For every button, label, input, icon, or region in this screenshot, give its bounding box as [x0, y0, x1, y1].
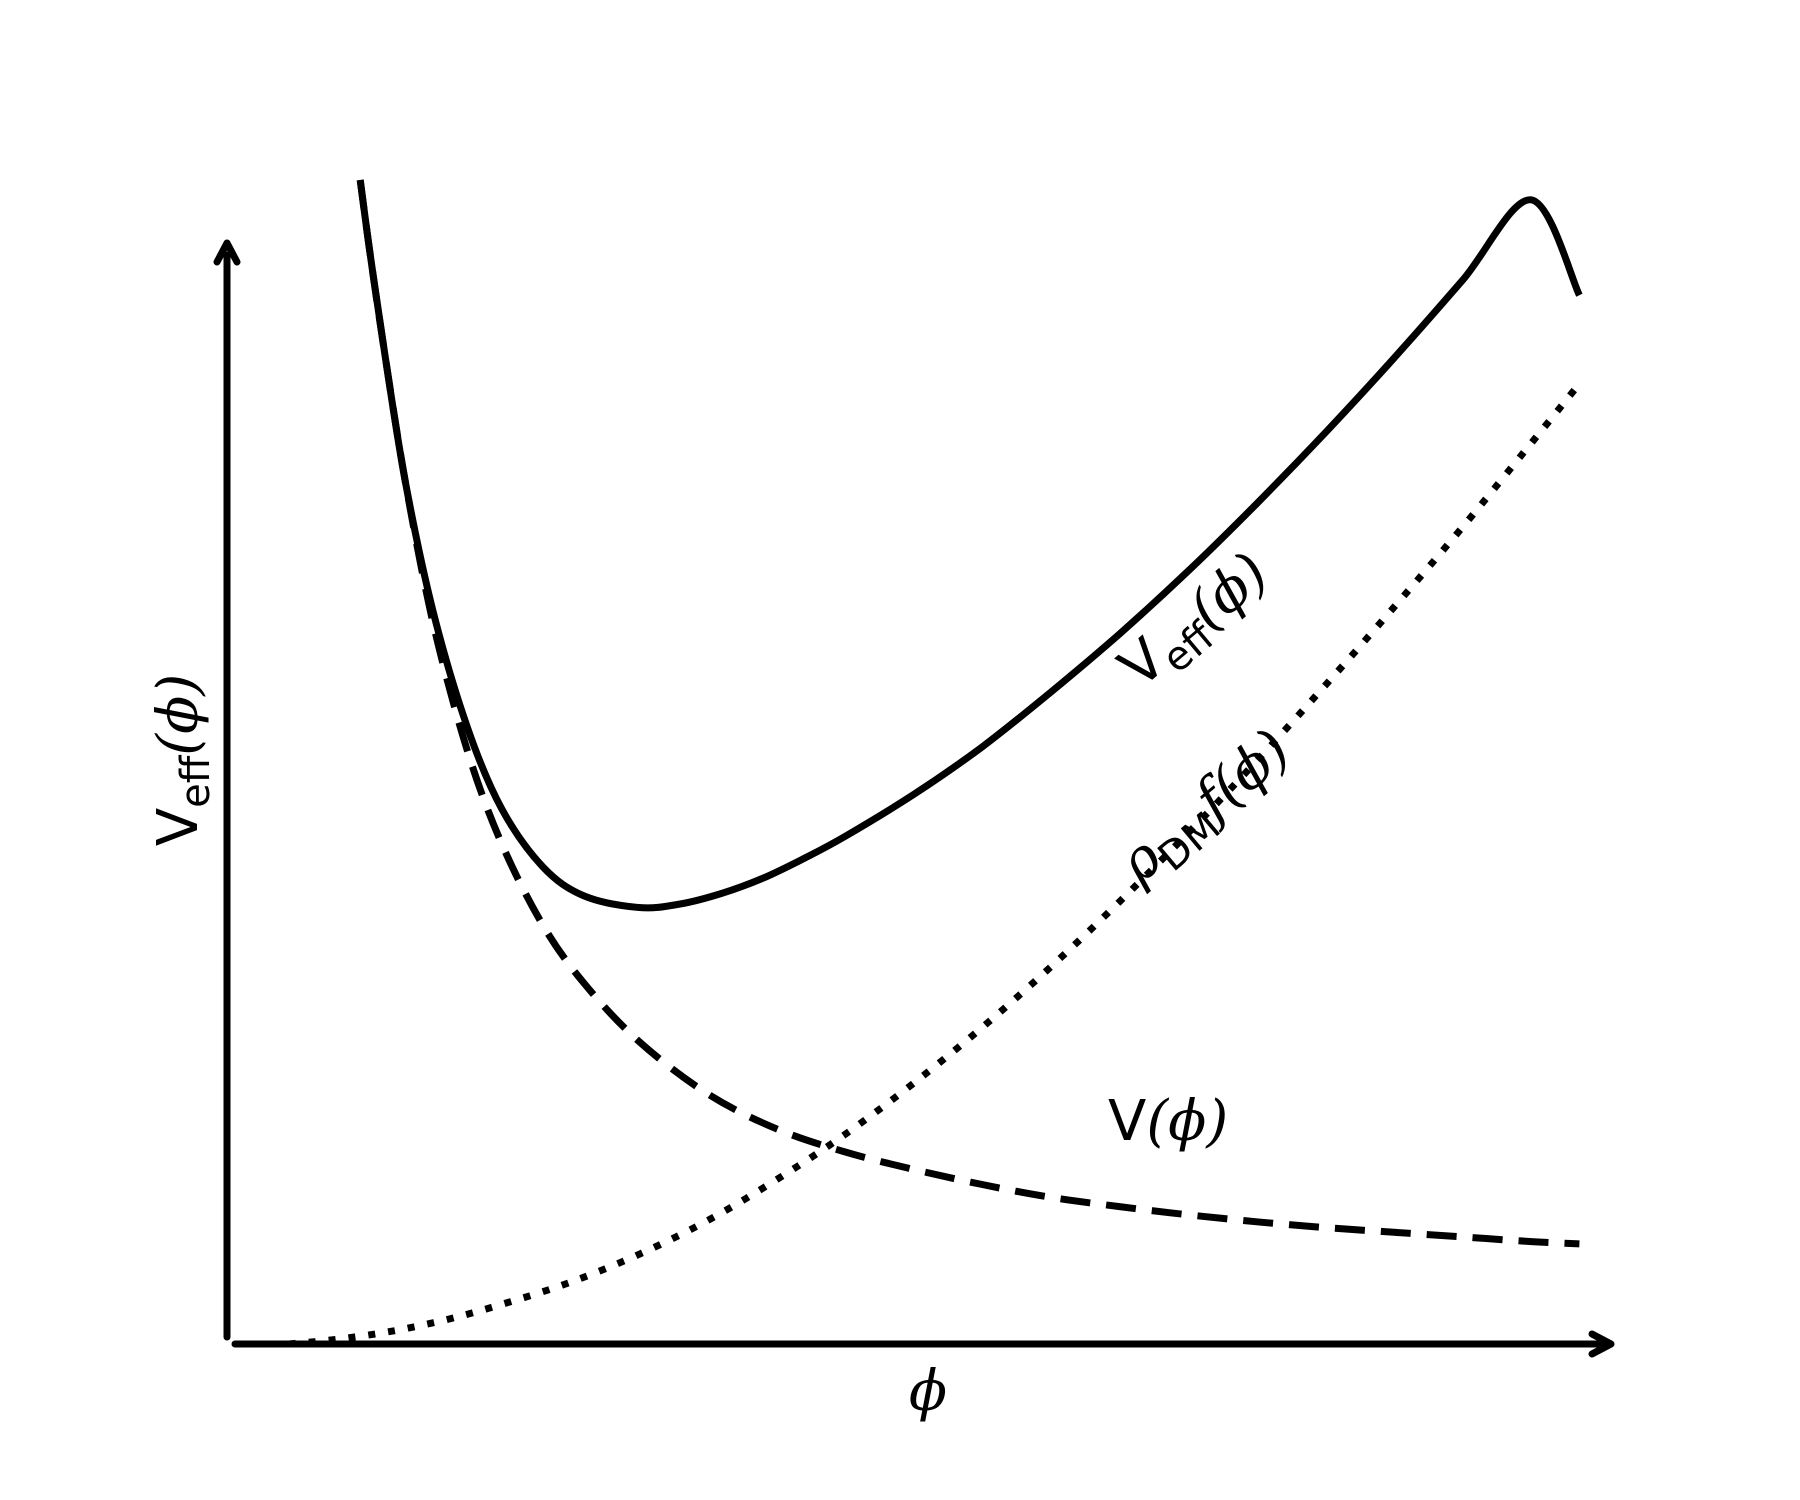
v-curve-label: V(ϕ): [1108, 1089, 1228, 1154]
x-axis: [231, 1330, 1615, 1358]
y-axis: [213, 239, 241, 1341]
rho-curve: [288, 381, 1583, 1348]
y-axis-arrow-icon: [213, 239, 241, 266]
y-axis-label: Veff(ϕ): [146, 674, 219, 846]
x-axis-arrow-icon: [1588, 1330, 1615, 1358]
x-axis-label: ϕ: [909, 1359, 947, 1424]
rho-curve-label: ρDMf(ϕ): [1106, 717, 1308, 903]
veff-curve: [356, 179, 1583, 912]
v-curve: [356, 179, 1580, 1248]
curves-group: [288, 179, 1583, 1348]
